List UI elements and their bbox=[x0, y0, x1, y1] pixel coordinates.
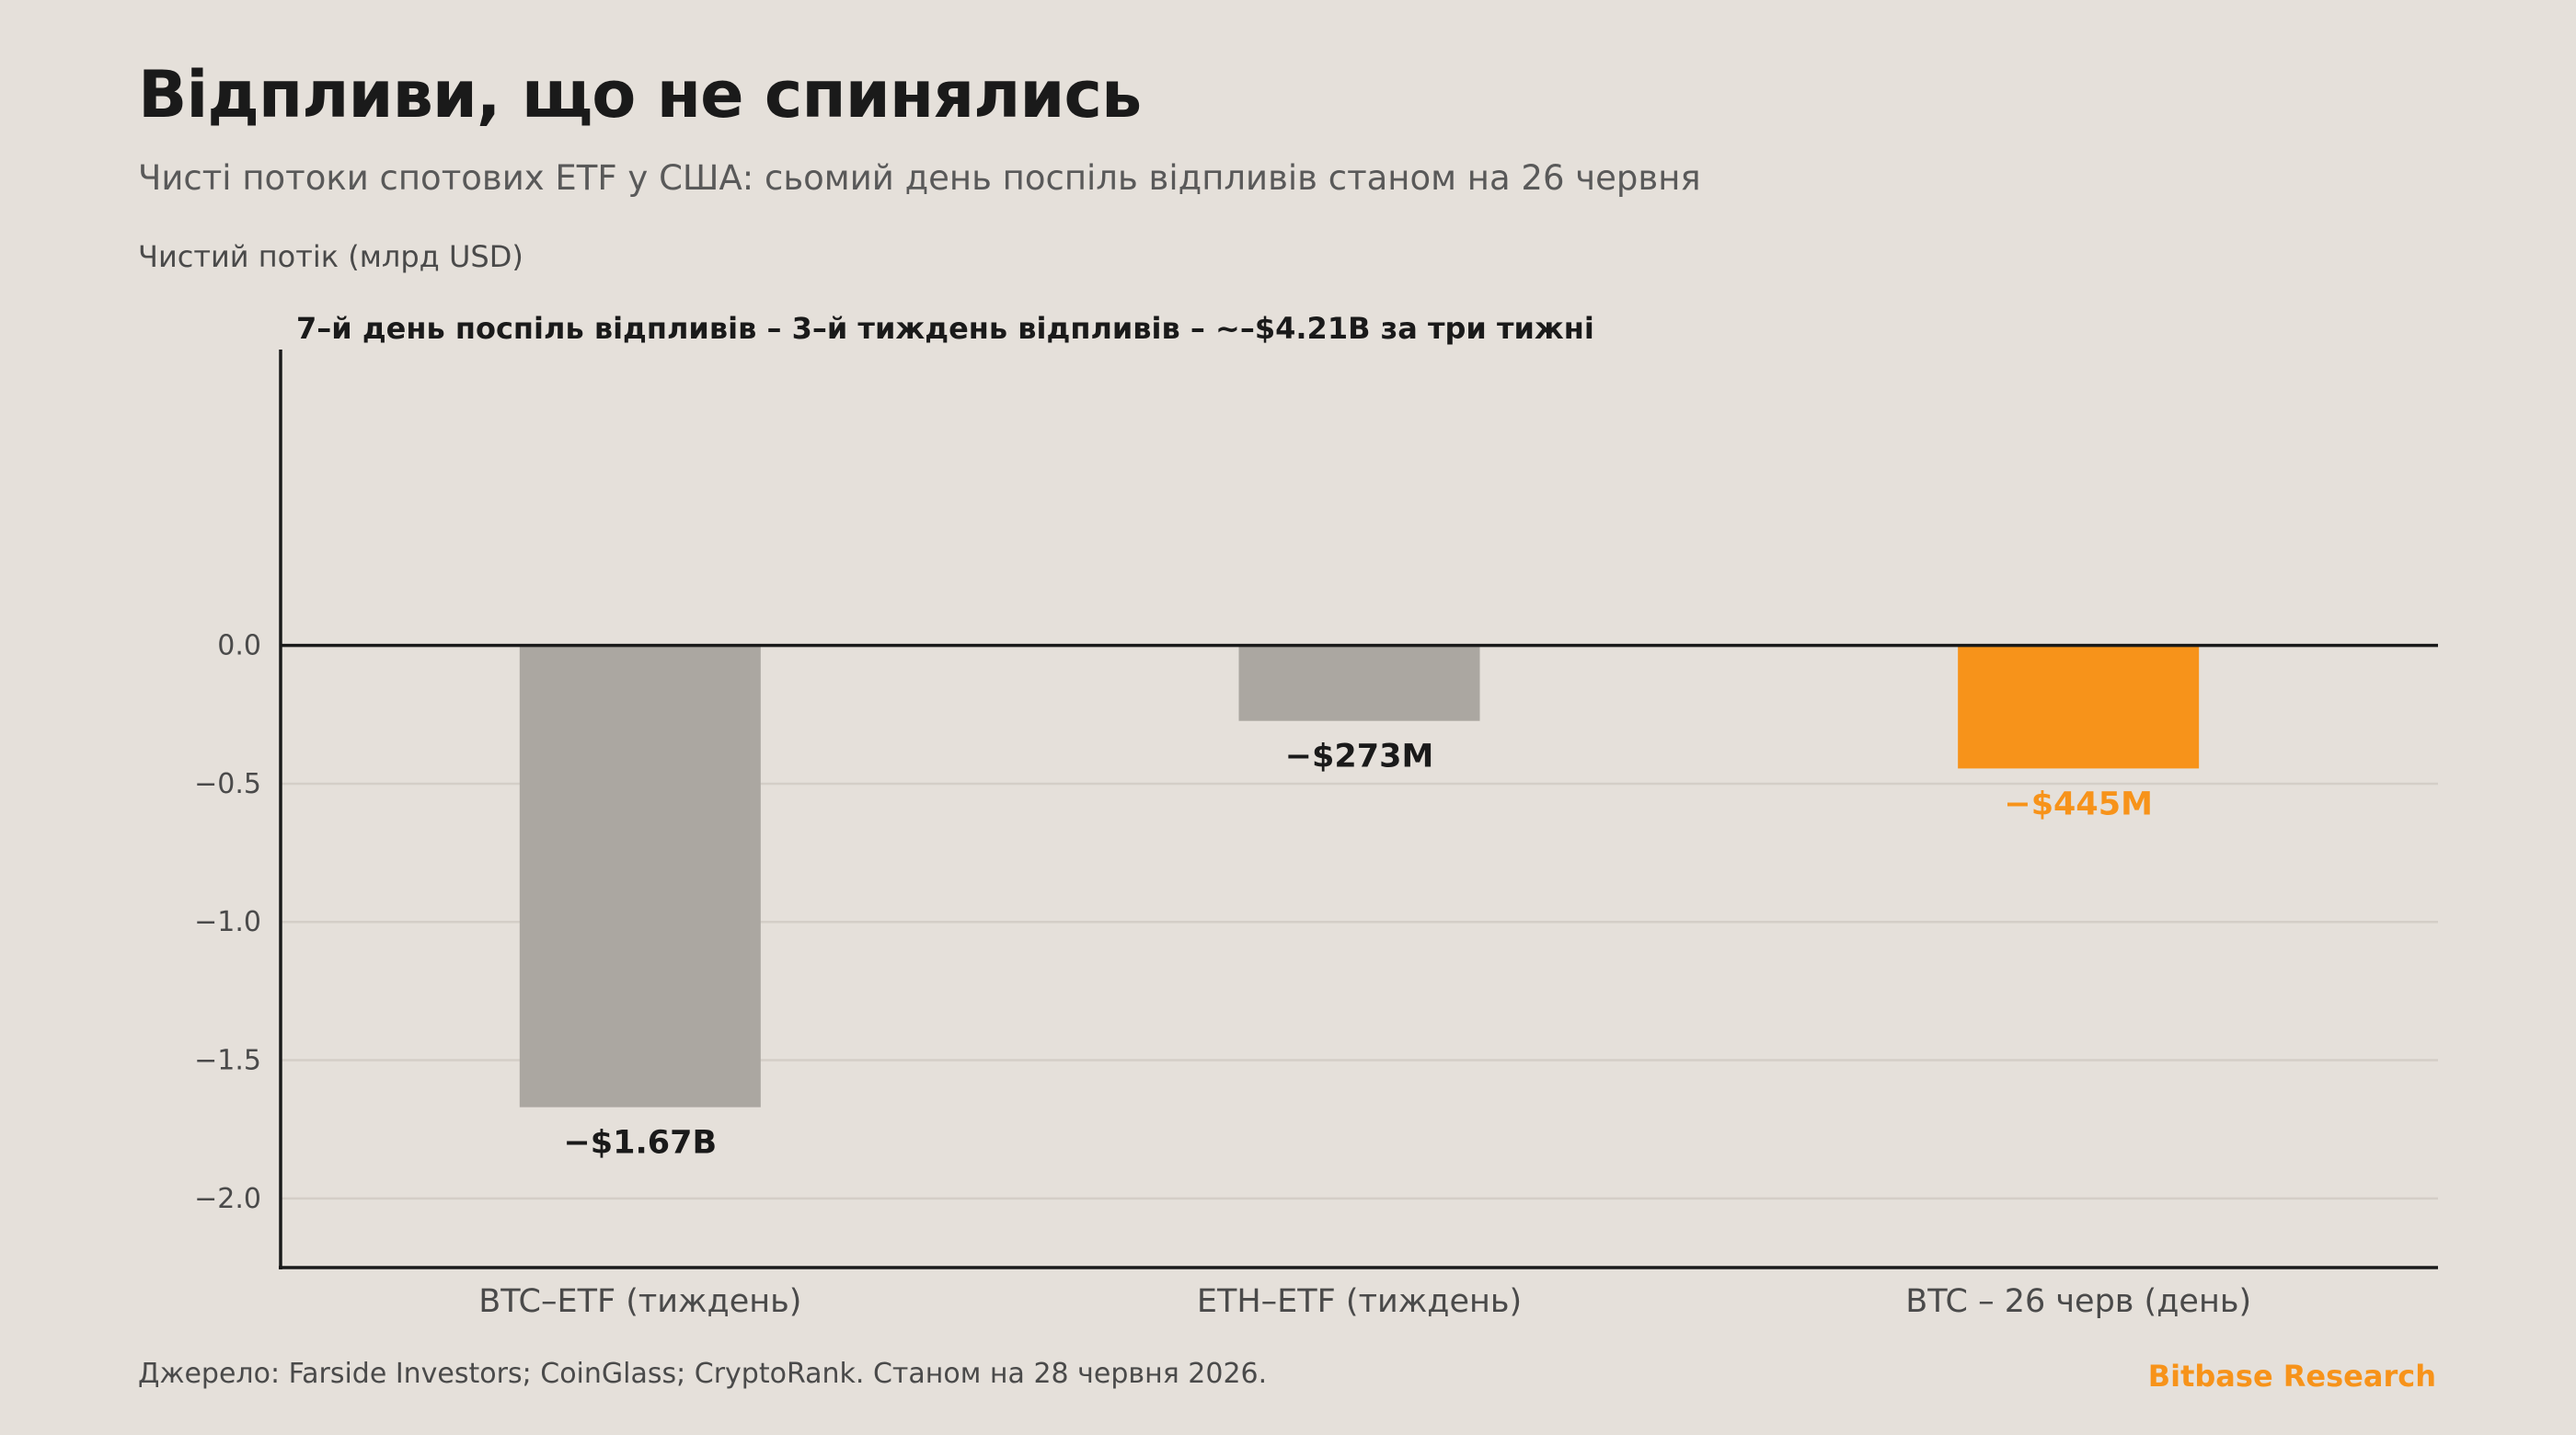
category-label: BTC – 26 черв (день) bbox=[1905, 1283, 2251, 1320]
y-tick-label: −1.5 bbox=[194, 1045, 261, 1077]
brand-logo-text: Bitbase Research bbox=[2147, 1359, 2436, 1394]
y-tick-label: −0.5 bbox=[194, 768, 261, 800]
data-label: −$273M bbox=[1285, 739, 1434, 775]
data-label: −$445M bbox=[2004, 786, 2153, 822]
y-tick-label: −1.0 bbox=[194, 906, 261, 938]
bar bbox=[1238, 645, 1480, 721]
data-labels: −$1.67B −$273M −$445M bbox=[563, 739, 2152, 1162]
chart-title: Відпливи, що не спинялись bbox=[138, 57, 1142, 132]
category-label: ETH–ETF (тиждень) bbox=[1197, 1283, 1522, 1320]
bar bbox=[1958, 645, 2200, 769]
bar bbox=[519, 645, 761, 1108]
category-labels: BTC–ETF (тиждень) ETH–ETF (тиждень) BTC – … bbox=[478, 1283, 2251, 1320]
data-label: −$1.67B bbox=[563, 1125, 717, 1162]
source-note: Джерело: Farside Investors; CoinGlass; C… bbox=[138, 1358, 1268, 1390]
y-tick-label: −2.0 bbox=[194, 1183, 261, 1215]
chart-annotation: 7–й день поспіль відпливів – 3–й тиждень… bbox=[296, 311, 1594, 346]
bars bbox=[519, 645, 2200, 1108]
y-tick-label: 0.0 bbox=[217, 630, 261, 662]
chart-subtitle: Чисті потоки спотових ETF у США: сьомий … bbox=[138, 158, 1701, 198]
y-tick-labels: 0.0 −0.5 −1.0 −1.5 −2.0 bbox=[194, 630, 261, 1215]
y-axis-label: Чистий потік (млрд USD) bbox=[138, 239, 523, 274]
category-label: BTC–ETF (тиждень) bbox=[478, 1283, 801, 1320]
